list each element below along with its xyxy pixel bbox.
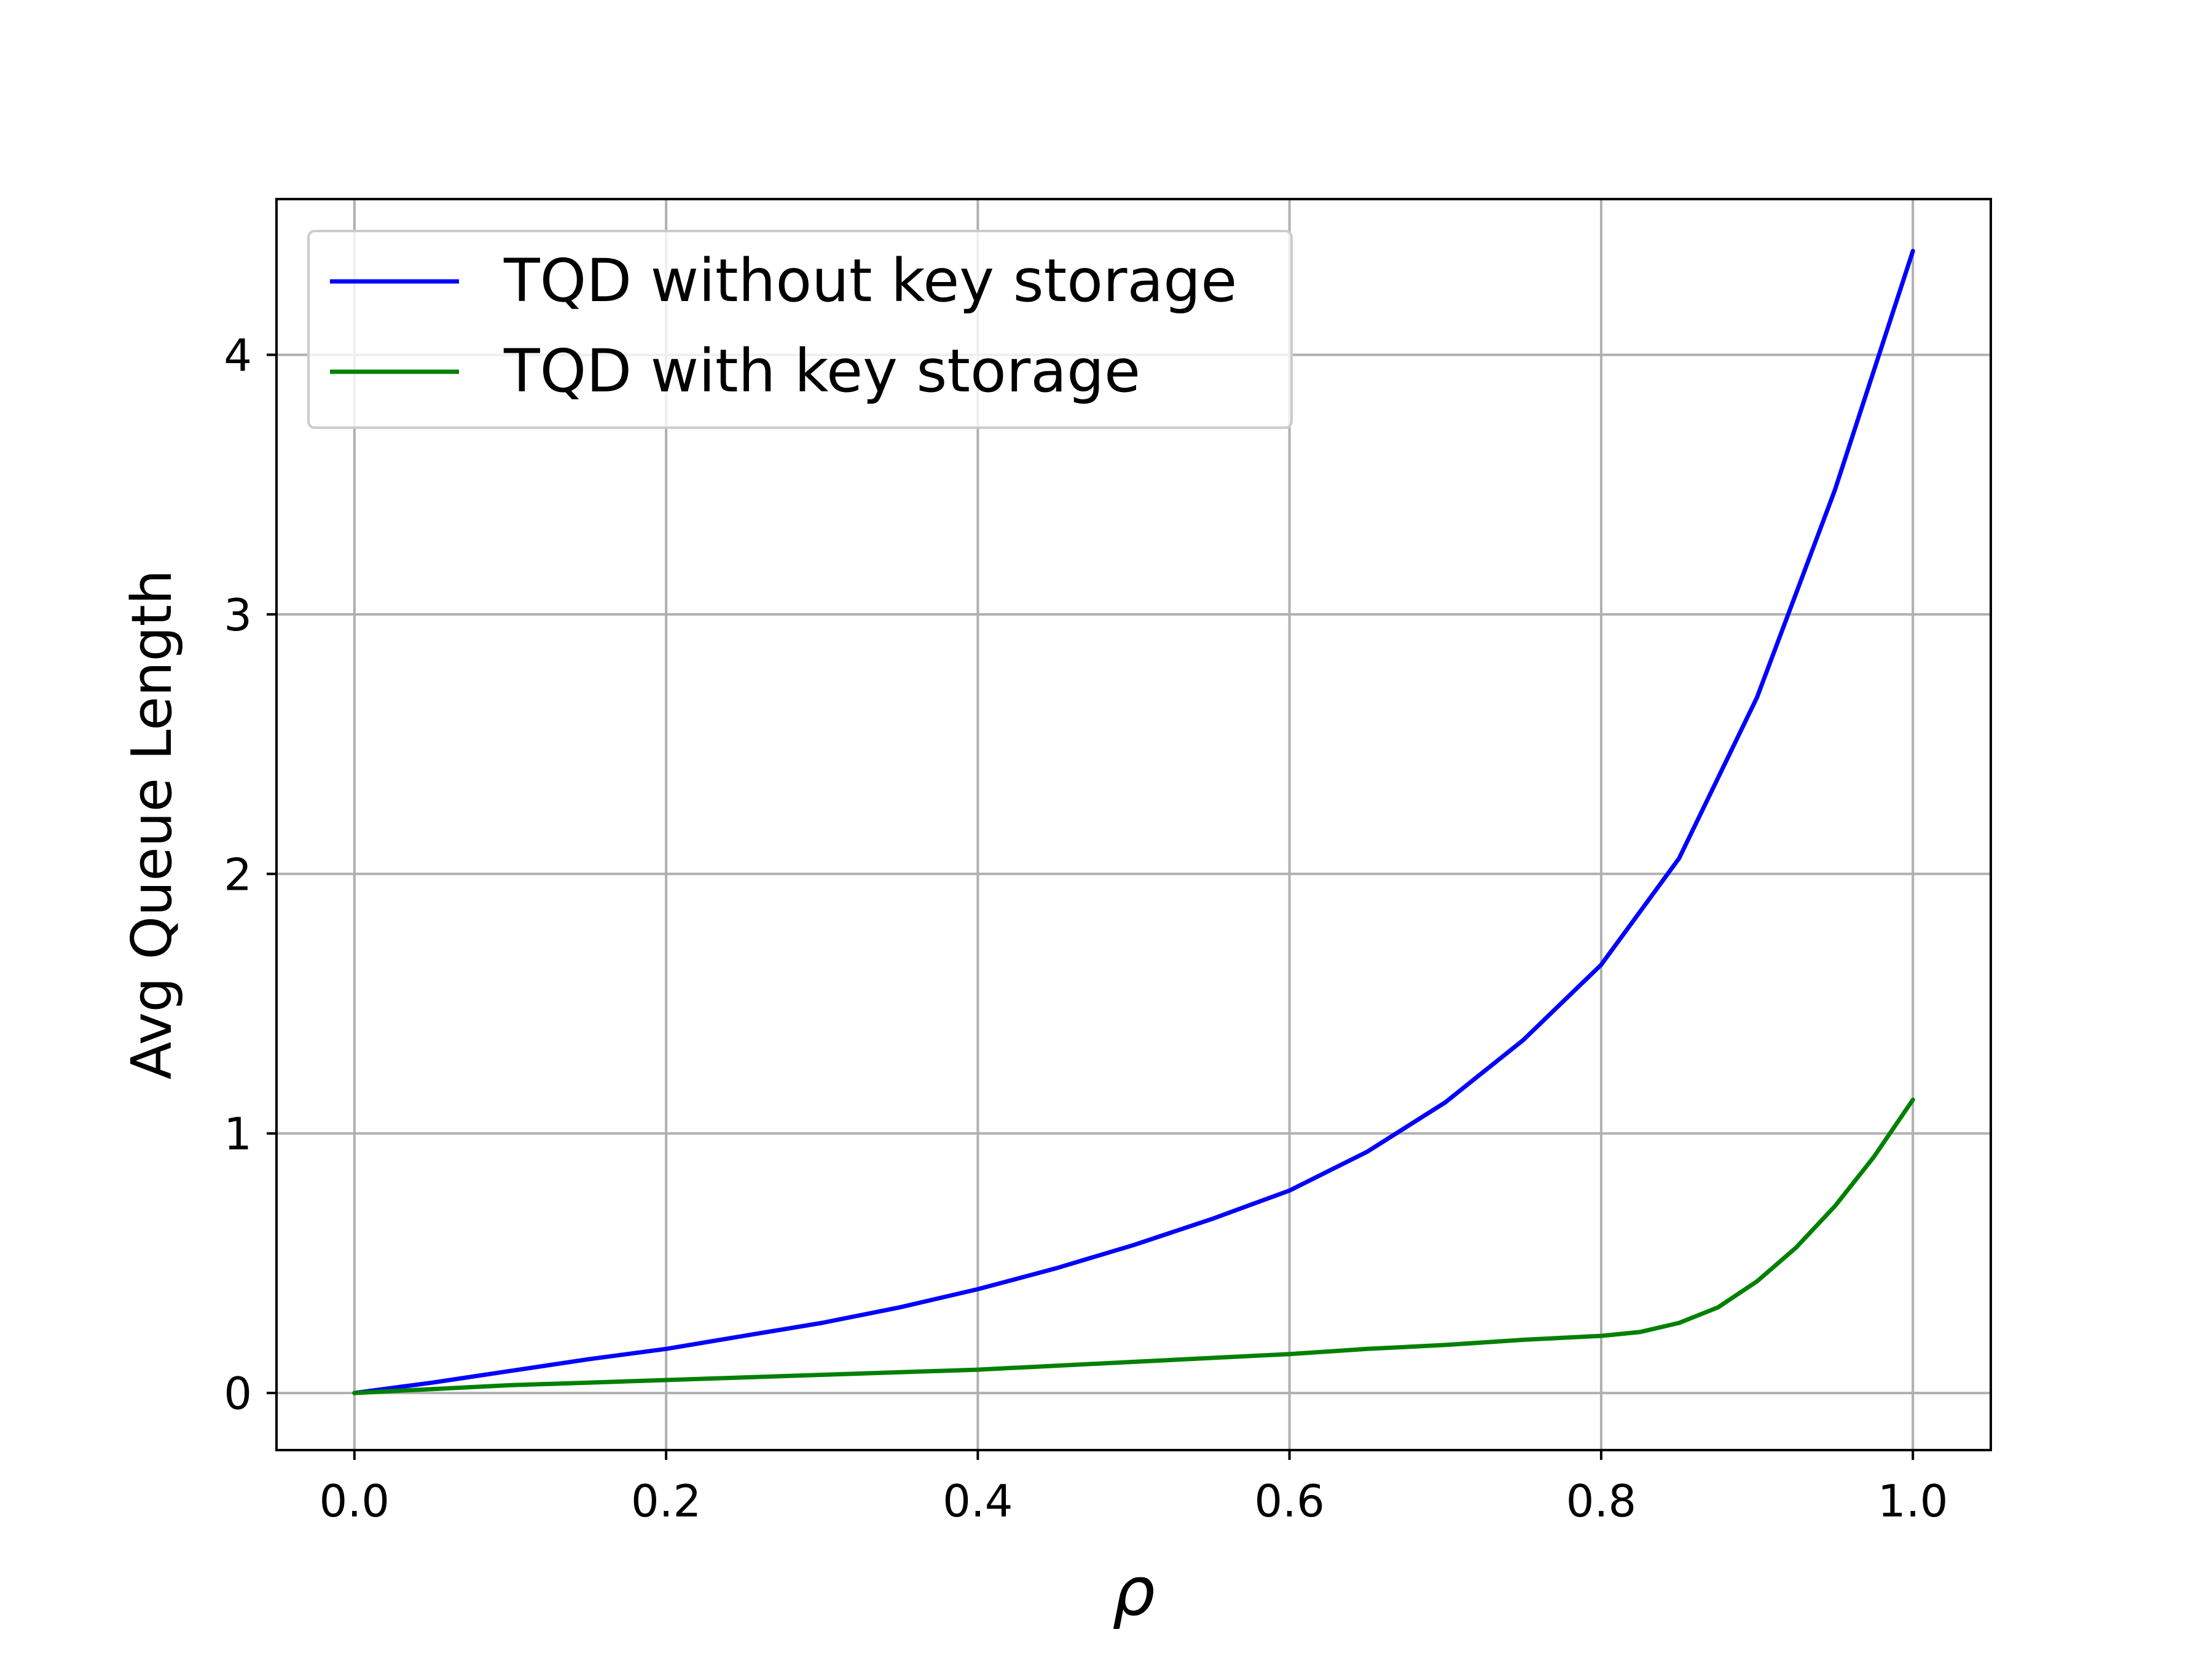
x-tick-label: 0.4 (943, 1475, 1013, 1527)
series-lines (352, 249, 1915, 1395)
y-tick-label: 0 (224, 1368, 252, 1419)
x-tick-label: 0.8 (1566, 1475, 1637, 1527)
legend-label-series-1: TQD with key storage (503, 337, 1140, 406)
y-axis-title: Avg Queue Length (120, 570, 184, 1080)
x-tick-label: 0.0 (320, 1475, 390, 1527)
x-tick-label: 0.2 (631, 1475, 702, 1527)
y-tick-label: 1 (224, 1108, 252, 1160)
series-line-1 (352, 1097, 1915, 1395)
x-tick-label: 1.0 (1878, 1475, 1948, 1527)
legend-label-series-0: TQD without key storage (503, 246, 1237, 315)
legend-box (307, 230, 1293, 429)
y-tick-label: 3 (224, 589, 252, 641)
x-axis-title: ρ (1112, 1552, 1155, 1631)
y-tick-label: 2 (224, 849, 252, 900)
legend: TQD without key storage TQD with key sto… (307, 230, 1293, 429)
y-tick-label: 4 (224, 329, 252, 381)
series-line-0 (352, 249, 1915, 1395)
x-tick-label: 0.6 (1254, 1475, 1325, 1527)
plot-frame (275, 198, 1992, 1451)
axis-ticks: 0.0 0.2 0.4 0.6 0.8 1.0 0 1 2 3 4 (224, 329, 1948, 1527)
